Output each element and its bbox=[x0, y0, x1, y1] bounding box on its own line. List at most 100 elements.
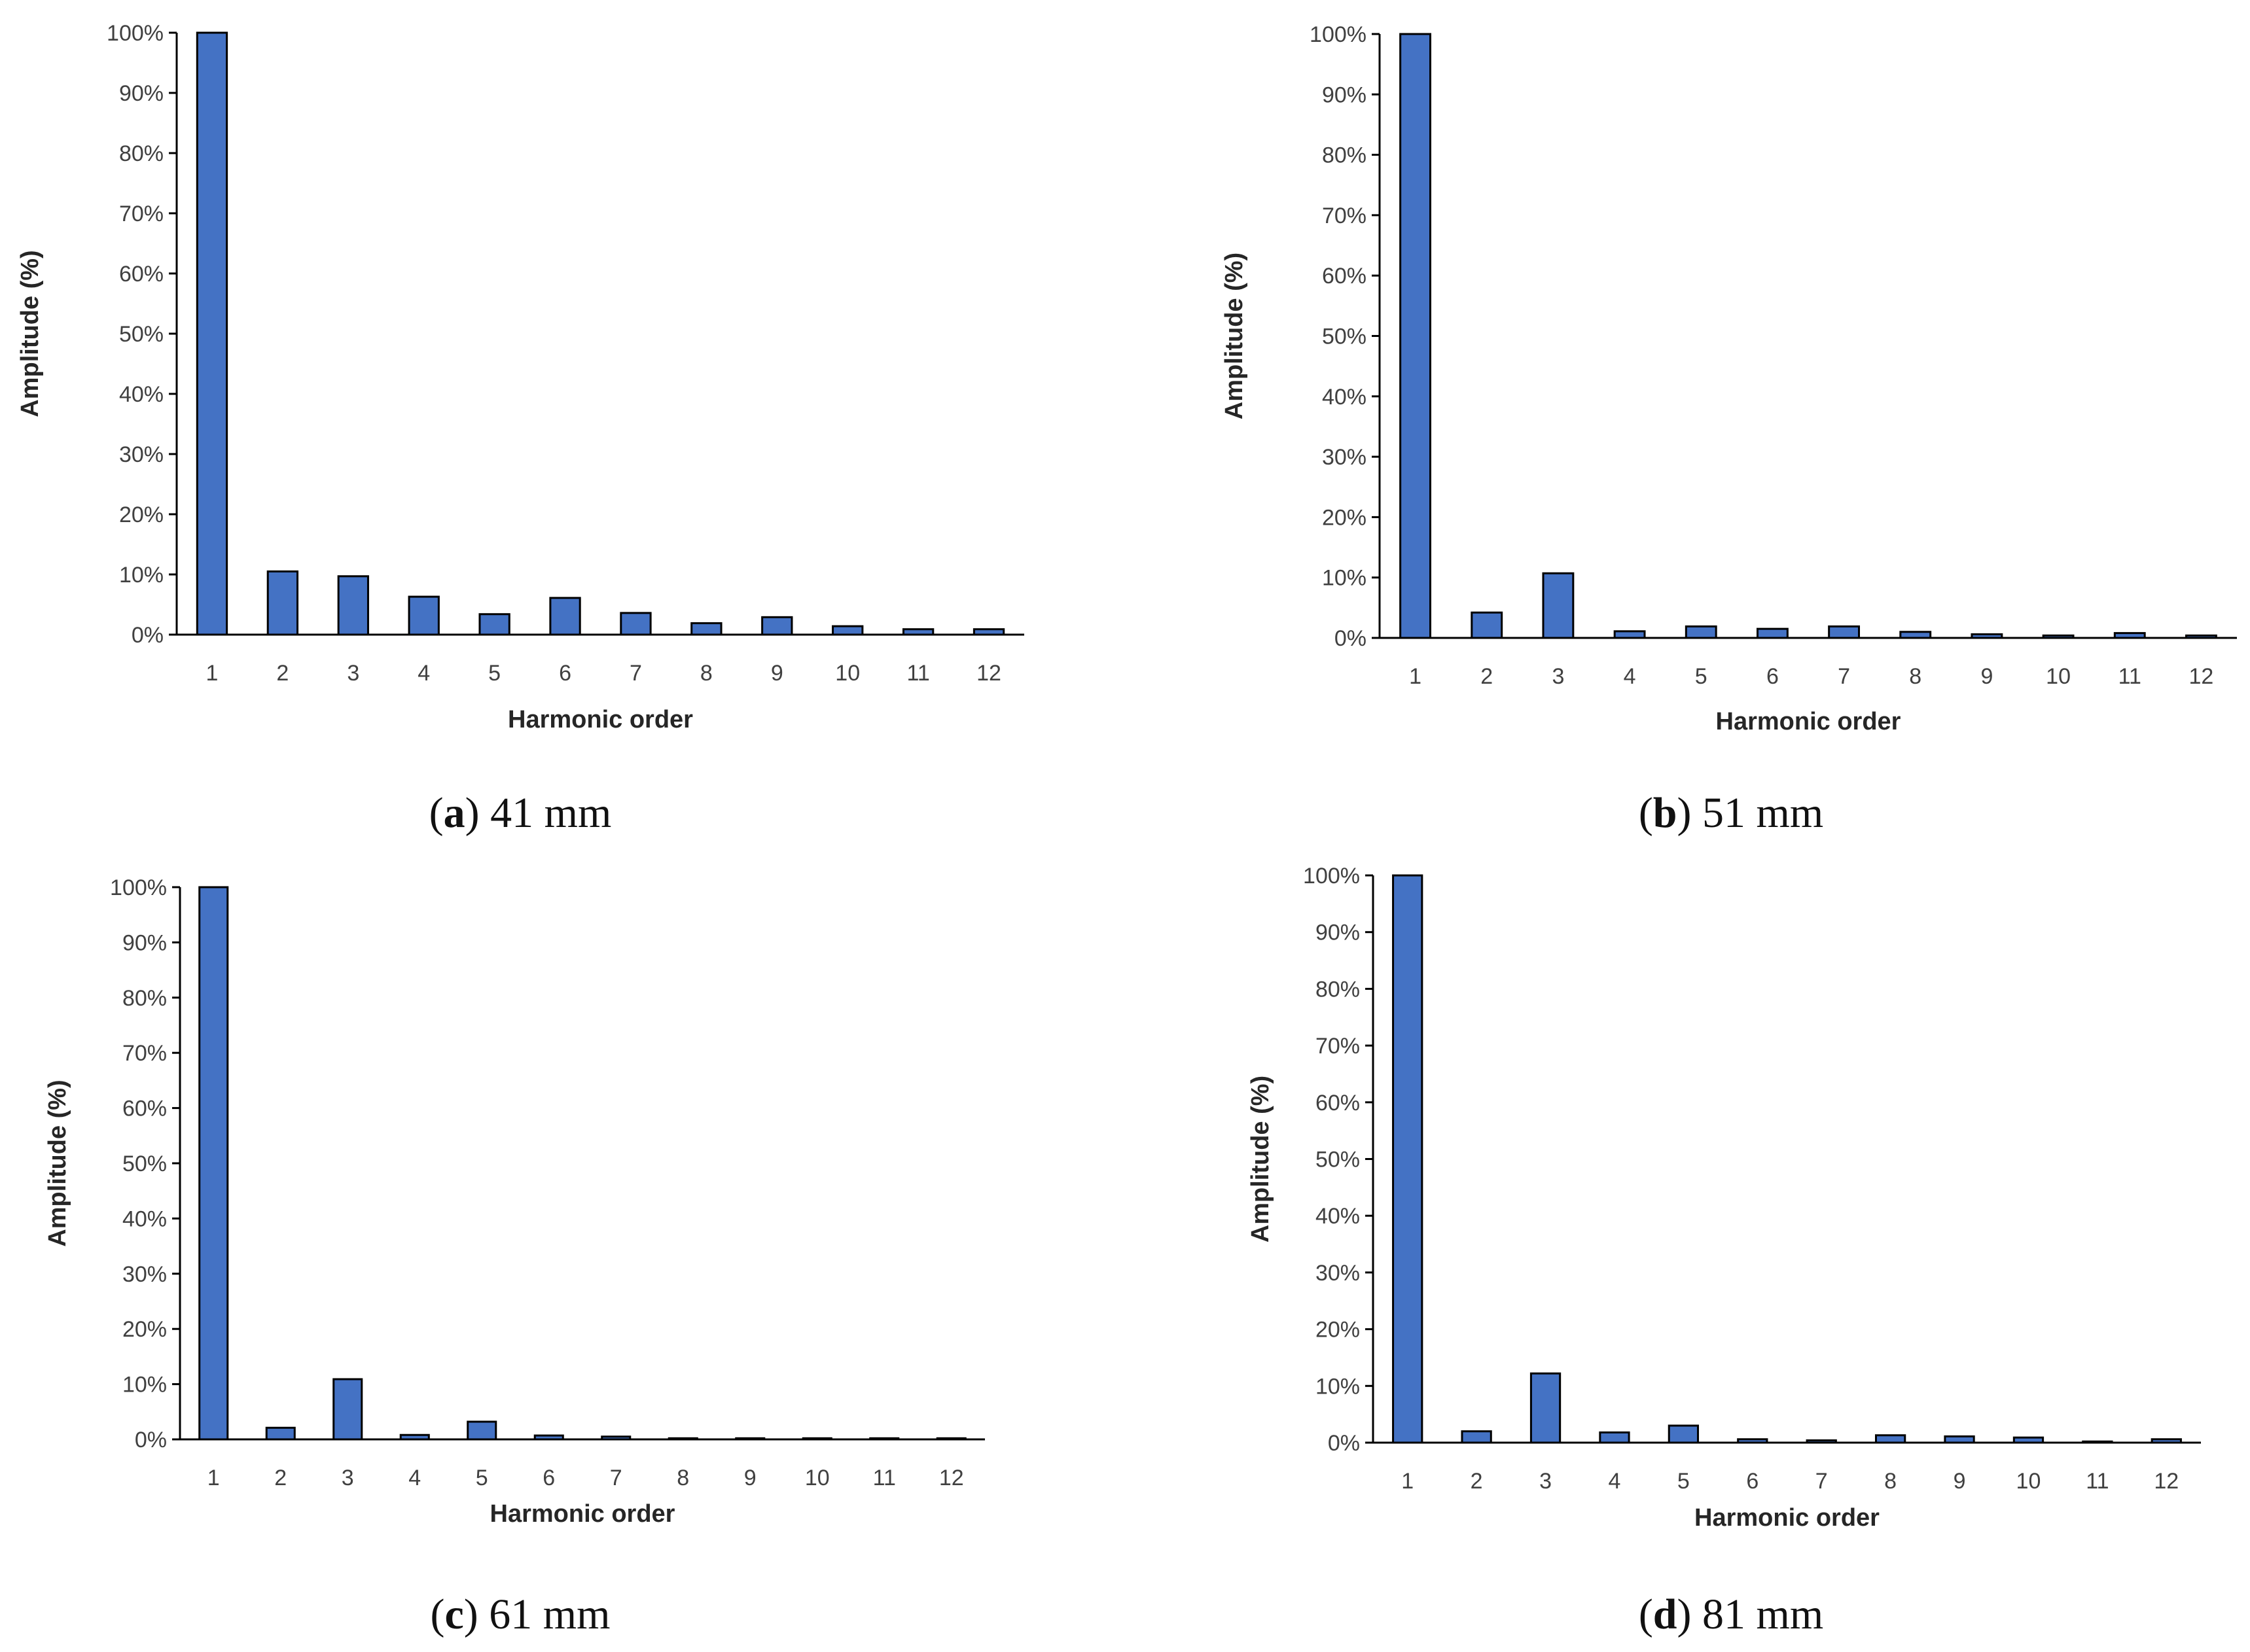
y-tick-label-c: 40% bbox=[122, 1206, 167, 1231]
x-tick-label-d: 11 bbox=[2086, 1469, 2109, 1494]
y-tick-label-d: 40% bbox=[1315, 1204, 1360, 1229]
y-tick-label-c: 20% bbox=[122, 1317, 167, 1342]
x-tick-label-b: 10 bbox=[2046, 664, 2071, 689]
bar-c-1 bbox=[198, 886, 229, 1441]
y-tick-label-d: 10% bbox=[1315, 1374, 1360, 1399]
caption-c-letter: c bbox=[444, 1590, 464, 1638]
bar-a-1 bbox=[196, 31, 228, 636]
x-tick-label-a: 10 bbox=[835, 661, 860, 686]
x-tick-label-c: 3 bbox=[342, 1466, 354, 1490]
x-tick-label-b: 11 bbox=[2118, 664, 2141, 689]
y-tick-label-d: 50% bbox=[1315, 1148, 1360, 1172]
bar-chart-d: 0%10%20%30%40%50%60%70%80%90%100%1 2 3 4 5 6 7… bbox=[1247, 864, 2201, 1532]
bar-a-10 bbox=[832, 625, 864, 636]
x-tick-label-c: 10 bbox=[805, 1466, 830, 1490]
y-axis-title-b: Amplitude (%) bbox=[1221, 253, 1248, 419]
x-tick-label-c: 6 bbox=[543, 1466, 555, 1490]
chart-panel-d: 0% 10% 20% 30% 40% 50% 60% 70% 80% 90% 100% 1 2 3 4 5 6 7… bbox=[1203, 851, 2250, 1570]
x-tick-label-a: 4 bbox=[418, 661, 430, 686]
y-tick-label-a: 90% bbox=[119, 81, 164, 106]
x-tick-label-c: 8 bbox=[677, 1466, 689, 1490]
bar-a-9 bbox=[761, 616, 793, 636]
y-tick-label-d: 60% bbox=[1315, 1091, 1360, 1116]
y-tick-label-b: 10% bbox=[1322, 566, 1366, 591]
x-tick-label-a: 11 bbox=[906, 661, 929, 686]
y-tick-label-a: 80% bbox=[119, 141, 164, 166]
x-tick-label-c: 2 bbox=[274, 1466, 287, 1490]
x-tick-label-c: 1 bbox=[207, 1466, 220, 1490]
caption-c-text: 61 mm bbox=[489, 1590, 611, 1638]
bar-chart-c: 0%10%20%30%40%50%60%70%80%90%100%1 2 3 4 5 6 7… bbox=[44, 875, 985, 1528]
x-tick-label-c: 9 bbox=[744, 1466, 757, 1490]
y-tick-label-b: 80% bbox=[1322, 143, 1366, 168]
y-tick-label-c: 10% bbox=[122, 1373, 167, 1397]
y-tick-label-a: 50% bbox=[119, 322, 164, 347]
chart-panel-c: 0% 10% 20% 30% 40% 50% 60% 70% 80% 90% 100% 1 2 3 4 5 6 7… bbox=[0, 851, 1047, 1570]
caption-d-letter: d bbox=[1652, 1590, 1677, 1638]
x-tick-label-b: 8 bbox=[1909, 664, 1921, 689]
caption-b-letter: b bbox=[1652, 789, 1677, 837]
caption-c: (c) 61 mm bbox=[430, 1590, 611, 1638]
x-tick-label-a: 7 bbox=[630, 661, 642, 686]
y-tick-label-a: 40% bbox=[119, 382, 164, 407]
x-tick-label-d: 3 bbox=[1539, 1469, 1552, 1494]
bar-b-6 bbox=[1756, 627, 1789, 639]
x-tick-label-b: 9 bbox=[1980, 664, 1993, 689]
x-tick-label-d: 7 bbox=[1815, 1469, 1828, 1494]
y-axis-title-a: Amplitude (%) bbox=[16, 250, 44, 417]
y-tick-label-d: 100% bbox=[1303, 864, 1360, 888]
y-tick-label-c: 80% bbox=[122, 986, 167, 1011]
caption-a: (a) 41 mm bbox=[429, 789, 612, 837]
x-tick-label-a: 9 bbox=[771, 661, 783, 686]
bar-a-4 bbox=[408, 595, 440, 636]
caption-d: (d) 81 mm bbox=[1638, 1590, 1824, 1638]
x-tick-label-d: 2 bbox=[1471, 1469, 1483, 1494]
bar-a-7 bbox=[620, 612, 652, 636]
y-tick-label-a: 60% bbox=[119, 262, 164, 287]
bar-b-4 bbox=[1613, 630, 1646, 639]
y-tick-label-d: 0% bbox=[1328, 1431, 1360, 1456]
x-tick-label-b: 7 bbox=[1838, 664, 1850, 689]
x-tick-label-a: 1 bbox=[205, 661, 218, 686]
bar-a-6 bbox=[549, 597, 581, 636]
y-tick-label-c: 100% bbox=[110, 875, 167, 900]
bar-d-2 bbox=[1461, 1430, 1492, 1444]
x-tick-label-b: 2 bbox=[1480, 664, 1493, 689]
y-tick-label-a: 30% bbox=[119, 442, 164, 467]
caption-b: (b) 51 mm bbox=[1638, 789, 1824, 837]
y-tick-label-b: 40% bbox=[1322, 385, 1366, 410]
x-tick-label-a: 6 bbox=[559, 661, 571, 686]
y-axis-title-c: Amplitude (%) bbox=[44, 1080, 71, 1246]
x-axis-title-c: Harmonic order bbox=[490, 1500, 675, 1528]
x-tick-label-d: 4 bbox=[1608, 1469, 1620, 1494]
y-tick-label-b: 50% bbox=[1322, 325, 1366, 349]
caption-d-text: 81 mm bbox=[1702, 1590, 1824, 1638]
y-tick-label-b: 100% bbox=[1310, 22, 1366, 47]
x-tick-label-c: 4 bbox=[408, 1466, 421, 1490]
caption-a-text: 41 mm bbox=[490, 789, 612, 837]
x-tick-label-d: 10 bbox=[2016, 1469, 2041, 1494]
bar-a-8 bbox=[690, 622, 723, 636]
x-tick-label-c: 11 bbox=[873, 1466, 896, 1490]
x-tick-label-d: 12 bbox=[2154, 1469, 2179, 1494]
bar-chart-a: 0%10%20%30%40%50%60%70%80%90%100%1 2 3 4 5 6 7… bbox=[16, 21, 1024, 733]
y-tick-label-b: 60% bbox=[1322, 264, 1366, 289]
x-tick-label-a: 2 bbox=[276, 661, 289, 686]
y-tick-label-d: 30% bbox=[1315, 1261, 1360, 1286]
y-tick-label-d: 90% bbox=[1315, 921, 1360, 945]
y-tick-label-a: 70% bbox=[119, 202, 164, 226]
y-axis-title-d: Amplitude (%) bbox=[1247, 1076, 1274, 1242]
x-tick-label-b: 1 bbox=[1409, 664, 1421, 689]
x-tick-label-d: 9 bbox=[1954, 1469, 1966, 1494]
x-tick-label-b: 12 bbox=[2189, 664, 2214, 689]
bar-d-3 bbox=[1529, 1372, 1562, 1444]
y-tick-label-b: 90% bbox=[1322, 82, 1366, 107]
y-tick-label-a: 0% bbox=[132, 623, 164, 648]
bar-c-2 bbox=[265, 1426, 296, 1441]
bar-d-1 bbox=[1392, 874, 1423, 1444]
y-tick-label-b: 0% bbox=[1334, 626, 1366, 651]
caption-b-text: 51 mm bbox=[1702, 789, 1824, 837]
x-tick-label-a: 8 bbox=[700, 661, 713, 686]
bar-d-4 bbox=[1599, 1431, 1630, 1444]
y-tick-label-b: 20% bbox=[1322, 505, 1366, 530]
